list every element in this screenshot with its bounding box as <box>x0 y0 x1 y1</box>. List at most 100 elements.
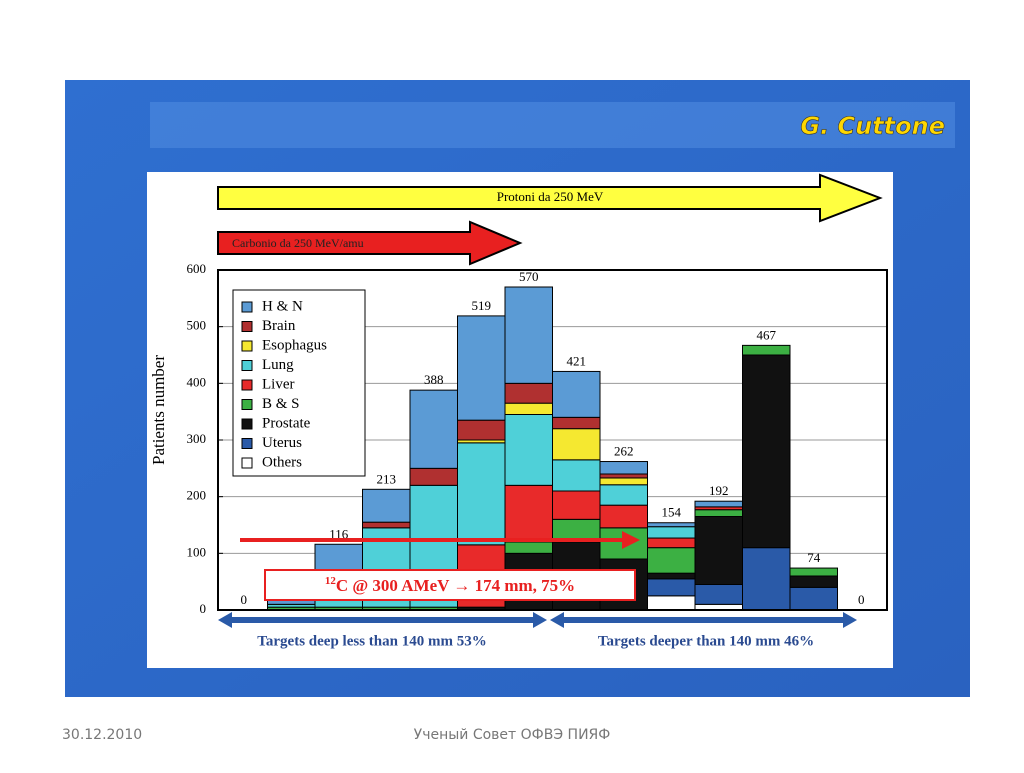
total-label: 570 <box>519 269 539 284</box>
bar-segment <box>647 547 696 574</box>
legend-swatch <box>241 399 253 410</box>
bar-segment <box>504 402 553 415</box>
legend-label: Liver <box>262 376 294 392</box>
total-label: 116 <box>329 526 349 541</box>
bar-segment <box>647 595 696 611</box>
total-label: 519 <box>472 298 492 313</box>
y-axis-label: Patients number <box>149 355 168 465</box>
total-label: 421 <box>567 353 587 368</box>
legend-swatch <box>241 418 253 430</box>
legend-label: B & S <box>262 396 300 412</box>
range-arrow-head <box>622 531 640 549</box>
carbon-label: Carbonio da 250 MeV/amu <box>232 236 364 250</box>
bar-segment <box>742 547 791 611</box>
bar-segment <box>647 526 696 539</box>
bar-segment <box>599 473 648 479</box>
legend-label: Others <box>262 454 302 470</box>
bar-segment <box>789 567 838 577</box>
y-tick-label: 100 <box>187 544 207 559</box>
bar-segment <box>599 484 648 506</box>
deep-arrow <box>550 612 857 628</box>
bar-segment <box>409 389 458 469</box>
bar-segment <box>552 416 601 430</box>
legend-swatch <box>241 457 253 469</box>
bar-segment <box>647 522 696 528</box>
bar-segment <box>647 537 696 549</box>
legend-label: Brain <box>262 318 296 334</box>
total-label: 74 <box>807 550 821 565</box>
bar-segment <box>647 578 696 597</box>
total-label: 0 <box>858 592 865 607</box>
legend-swatch <box>241 379 253 391</box>
legend-box <box>232 289 366 477</box>
bar-segment <box>742 354 791 549</box>
carbon-arrow <box>217 220 523 266</box>
legend-label: Prostate <box>262 415 311 431</box>
bar-segment <box>552 490 601 520</box>
total-label: 0 <box>241 592 248 607</box>
total-label: 154 <box>662 505 682 520</box>
y-tick-label: 0 <box>200 601 207 616</box>
bar-segment <box>599 461 648 475</box>
legend-label: Lung <box>262 357 294 373</box>
bar-segment <box>457 419 506 441</box>
bar-segment <box>457 442 506 546</box>
plot-frame <box>217 269 888 611</box>
legend-label: H & N <box>262 298 303 314</box>
legend-swatch <box>241 438 253 449</box>
header-band <box>150 102 955 148</box>
bar-segment <box>504 382 553 404</box>
bar-segment <box>552 459 601 492</box>
legend-swatch <box>241 340 253 352</box>
bar-segment <box>504 286 553 384</box>
y-tick-label: 300 <box>187 431 207 446</box>
y-tick-label: 200 <box>187 488 207 503</box>
bar-segment <box>504 484 553 543</box>
bar-segment <box>789 586 838 611</box>
bar-segment <box>552 370 601 418</box>
bar-segment <box>694 500 743 508</box>
bar-segment <box>362 488 411 523</box>
footer-date: 30.12.2010 <box>62 727 142 743</box>
annotation-text: C @ 300 AMeV → 174 mm, 75% <box>336 576 575 595</box>
shallow-label: Targets deep less than 140 mm 53% <box>257 633 486 649</box>
shallow-arrow <box>218 612 547 628</box>
total-label: 388 <box>424 372 444 387</box>
legend-swatch <box>241 321 253 332</box>
bar-segment <box>694 509 743 518</box>
author: G. Cuttone <box>800 112 945 140</box>
bar-segment <box>599 477 648 486</box>
proton-arrow <box>217 173 883 223</box>
legend-label: Esophagus <box>262 337 327 353</box>
deep-label: Targets deeper than 140 mm 46% <box>598 633 814 649</box>
total-label: 192 <box>709 483 729 498</box>
bar-segment <box>742 344 791 356</box>
proton-label: Protoni da 250 MeV <box>497 189 604 204</box>
annotation-sup: 12 <box>325 575 337 587</box>
annotation: 12C @ 300 AMeV → 174 mm, 75% <box>325 575 575 595</box>
y-tick-label: 400 <box>187 374 207 389</box>
y-tick-label: 500 <box>187 318 207 333</box>
bar-segment <box>694 516 743 585</box>
bar-segment <box>599 504 648 529</box>
bar-segment <box>552 428 601 461</box>
bar-segment <box>504 541 553 554</box>
legend-swatch <box>241 360 253 371</box>
legend: H & N Brain Esophagus Lung Liver B & S Prostat… <box>232 289 366 477</box>
bar-segment <box>504 414 553 486</box>
total-label: 213 <box>377 471 397 486</box>
bar-segment <box>789 575 838 588</box>
legend-label: Uterus <box>262 435 302 451</box>
footer-org: Ученый Совет ОФВЭ ПИЯФ <box>414 727 611 743</box>
y-tick-label: 600 <box>187 261 207 276</box>
bar-segment <box>457 315 506 421</box>
annotation-box <box>264 569 636 601</box>
bar-segment <box>647 572 696 580</box>
total-label: 467 <box>757 327 777 342</box>
bar-segment <box>362 521 411 529</box>
total-label: 262 <box>614 444 634 459</box>
legend-swatch <box>241 301 253 313</box>
bar-segment <box>694 584 743 605</box>
